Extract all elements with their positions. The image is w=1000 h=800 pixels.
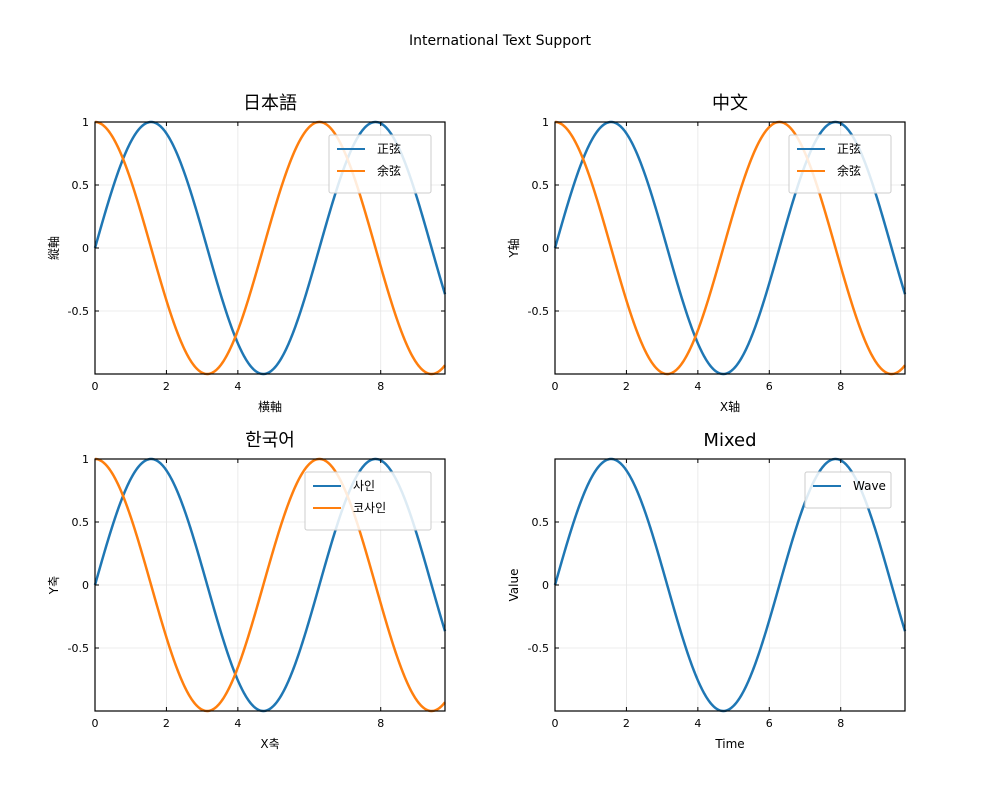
legend-label: Wave (853, 479, 886, 493)
y-tick-label: 0 (82, 579, 89, 592)
y-tick-label: 1 (542, 116, 549, 129)
y-tick-label: 0 (542, 242, 549, 255)
x-axis-label: 横軸 (258, 400, 282, 414)
legend-label: 사인 (353, 479, 375, 493)
chart-panel-4: 0 2 4 6 8 -0.5 0 0.5 Mixed Time Value Wave (507, 430, 907, 751)
x-tick-label: 0 (92, 717, 99, 730)
x-tick-label: 0 (92, 380, 99, 393)
legend-label: 코사인 (353, 501, 386, 515)
x-tick-label: 4 (694, 717, 701, 730)
y-tick-label: 0.5 (532, 179, 550, 192)
x-tick-label: 6 (766, 717, 773, 730)
y-tick-label: 0 (82, 242, 89, 255)
x-tick-label: 8 (837, 717, 844, 730)
y-tick-label: 1 (82, 453, 89, 466)
y-axis-label: Y축 (47, 576, 61, 595)
x-tick-label: 2 (163, 717, 170, 730)
x-tick-label: 4 (694, 380, 701, 393)
x-axis-label: X轴 (720, 399, 740, 414)
chart-title: 한국어 (245, 430, 295, 451)
y-tick-label: -0.5 (528, 305, 549, 318)
x-tick-label: 8 (377, 380, 384, 393)
x-tick-label: 4 (234, 717, 241, 730)
x-axis-label: X축 (260, 737, 279, 751)
legend: Wave (804, 471, 892, 509)
series-line-2 (94, 120, 446, 376)
y-tick-label: -0.5 (68, 305, 89, 318)
x-tick-label: 0 (552, 380, 559, 393)
series-line-2 (554, 120, 906, 376)
figure-title: International Text Support (409, 33, 591, 49)
y-axis-label: Value (507, 569, 521, 602)
legend-label: 余弦 (377, 163, 401, 178)
x-tick-label: 2 (163, 380, 170, 393)
y-tick-label: 0.5 (532, 516, 550, 529)
legend-label: 正弦 (377, 141, 401, 156)
y-tick-label: 0 (542, 579, 549, 592)
y-tick-label: 1 (82, 116, 89, 129)
legend-box (804, 471, 892, 509)
series-line-2 (94, 457, 446, 713)
y-tick-label: -0.5 (68, 642, 89, 655)
y-tick-label: 0.5 (72, 179, 90, 192)
y-axis-label: Y轴 (506, 238, 521, 258)
x-tick-label: 8 (837, 380, 844, 393)
legend-label: 余弦 (837, 163, 861, 178)
y-axis-label: 縦軸 (47, 236, 61, 260)
y-tick-label: 0.5 (72, 516, 90, 529)
x-tick-label: 2 (623, 717, 630, 730)
chart-title: 日本語 (243, 93, 297, 114)
x-tick-label: 2 (623, 380, 630, 393)
x-tick-label: 8 (377, 717, 384, 730)
x-tick-label: 4 (234, 380, 241, 393)
chart-title: 中文 (712, 93, 748, 114)
x-axis-label: Time (714, 737, 744, 751)
chart-title: Mixed (703, 430, 756, 451)
x-tick-label: 0 (552, 717, 559, 730)
x-tick-label: 6 (766, 380, 773, 393)
y-tick-label: -0.5 (528, 642, 549, 655)
legend-label: 正弦 (837, 141, 861, 156)
